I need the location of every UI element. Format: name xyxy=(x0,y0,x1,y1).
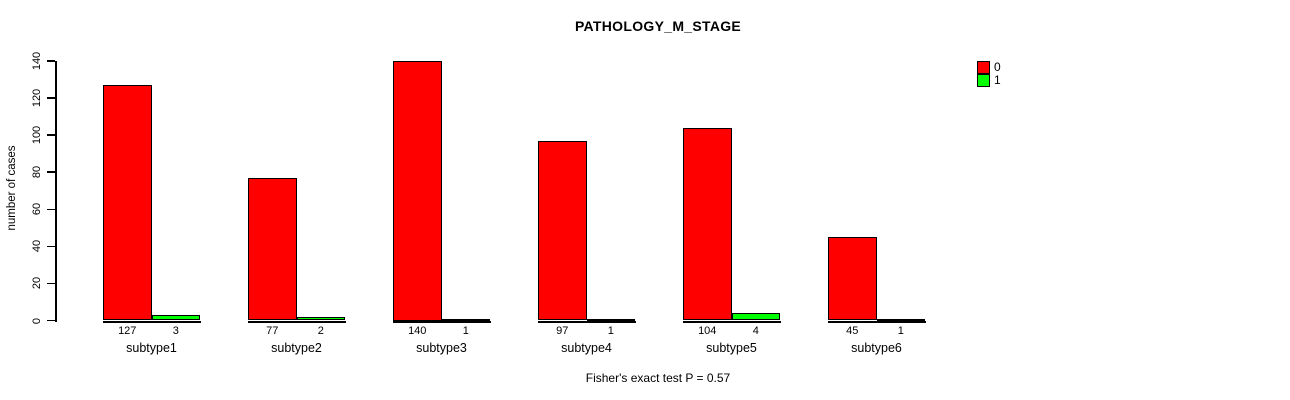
bar-value-label-red-subtype4: 97 xyxy=(556,324,569,337)
legend-item-1: 1 xyxy=(977,74,1001,87)
bar-value-label-green-subtype3: 1 xyxy=(462,324,469,337)
y-axis-tick xyxy=(47,319,55,322)
legend-label-0: 0 xyxy=(994,60,1001,74)
legend-swatch-green xyxy=(977,74,990,87)
y-axis-tick-label: 80 xyxy=(31,166,43,179)
bar-value-label-green-subtype1: 3 xyxy=(172,324,179,337)
bar-green-subtype1 xyxy=(151,314,200,321)
group-baseline-subtype3 xyxy=(392,320,491,323)
y-axis-tick xyxy=(47,282,55,285)
bar-value-label-green-subtype4: 1 xyxy=(607,324,614,337)
category-label-subtype6: subtype6 xyxy=(851,340,902,355)
y-axis-tick-label: 100 xyxy=(31,125,43,145)
legend-label-1: 1 xyxy=(994,73,1001,87)
bar-red-subtype6 xyxy=(828,237,877,321)
category-label-subtype1: subtype1 xyxy=(126,340,177,355)
y-axis-tick xyxy=(47,97,55,99)
group-baseline-subtype4 xyxy=(537,320,636,323)
bar-green-subtype3 xyxy=(441,318,490,321)
category-label-subtype4: subtype4 xyxy=(561,340,612,355)
y-axis-tick xyxy=(47,245,55,248)
y-axis-tick-label: 120 xyxy=(31,88,43,108)
y-axis-tick xyxy=(47,134,55,136)
bar-value-label-green-subtype2: 2 xyxy=(317,324,324,337)
bar-red-subtype1 xyxy=(103,85,152,321)
category-label-subtype2: subtype2 xyxy=(271,340,322,355)
bar-red-subtype3 xyxy=(393,61,442,321)
y-axis-tick-label: 20 xyxy=(31,277,43,290)
bar-red-subtype5 xyxy=(683,127,732,321)
y-axis-title: number of cases xyxy=(6,145,18,231)
bar-value-label-green-subtype6: 1 xyxy=(897,324,904,337)
bar-value-label-green-subtype5: 4 xyxy=(752,324,759,337)
chart-title: PATHOLOGY_M_STAGE xyxy=(574,18,742,34)
category-label-subtype5: subtype5 xyxy=(706,340,757,355)
stat-test-caption: Fisher's exact test P = 0.57 xyxy=(585,371,731,385)
y-axis-line xyxy=(55,61,57,322)
group-baseline-subtype2 xyxy=(247,320,346,323)
group-baseline-subtype5 xyxy=(682,320,781,323)
category-label-subtype3: subtype3 xyxy=(416,340,467,355)
legend-item-0: 0 xyxy=(977,61,1001,74)
legend-swatch-red xyxy=(977,61,990,74)
bar-value-label-red-subtype5: 104 xyxy=(698,324,717,337)
bar-red-subtype4 xyxy=(538,140,587,321)
bar-green-subtype5 xyxy=(731,313,780,321)
bar-value-label-red-subtype2: 77 xyxy=(266,324,279,337)
bar-value-label-red-subtype6: 45 xyxy=(846,324,859,337)
y-axis-tick-label: 0 xyxy=(31,317,43,324)
bar-value-label-red-subtype1: 127 xyxy=(118,324,137,337)
y-axis-tick-label: 40 xyxy=(31,240,43,253)
bar-green-subtype4 xyxy=(586,318,635,321)
y-axis-tick xyxy=(47,208,55,211)
bar-green-subtype2 xyxy=(296,316,345,321)
group-baseline-subtype6 xyxy=(827,320,926,323)
bar-value-label-red-subtype3: 140 xyxy=(408,324,427,337)
group-baseline-subtype1 xyxy=(102,320,201,323)
bar-green-subtype6 xyxy=(876,318,925,321)
y-axis-tick xyxy=(47,60,55,62)
legend: 0 1 xyxy=(977,61,1001,87)
bar-red-subtype2 xyxy=(248,177,297,321)
y-axis-tick-label: 60 xyxy=(31,203,43,216)
y-axis-tick-label: 140 xyxy=(31,51,43,71)
y-axis-tick xyxy=(47,171,55,173)
